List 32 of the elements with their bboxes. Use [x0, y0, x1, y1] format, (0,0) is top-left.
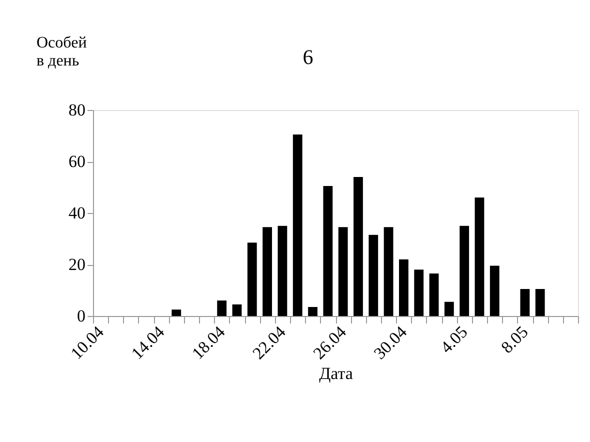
bar: [384, 227, 394, 316]
y-tick-label: 80: [68, 100, 86, 120]
bar: [172, 310, 182, 316]
y-tick-label: 20: [68, 255, 86, 274]
bar: [262, 227, 272, 316]
bar: [292, 134, 302, 316]
bar: [338, 227, 348, 316]
bar: [520, 288, 530, 316]
bar: [308, 306, 318, 316]
y-tick-label: 40: [68, 204, 86, 222]
chart-title: 6: [302, 45, 314, 69]
y-tick-label: 0: [77, 306, 86, 326]
bar: [399, 259, 408, 316]
bar: [217, 300, 227, 316]
bar: [368, 234, 378, 316]
bar: [232, 304, 242, 316]
y-tick-label: 60: [68, 152, 86, 171]
x-axis-title: Дата: [319, 364, 354, 384]
x-tick-label: 8.05: [497, 322, 532, 357]
bar: [460, 226, 470, 316]
bar: [535, 288, 545, 316]
bar: [323, 186, 333, 316]
bar: [474, 198, 484, 316]
bar: [490, 266, 500, 316]
bar: [429, 274, 439, 316]
bar: [414, 270, 424, 316]
x-tick-label: 4.05: [436, 322, 472, 357]
bar: [354, 176, 363, 316]
bar: [247, 242, 257, 316]
bar: [278, 226, 288, 316]
bar: [444, 302, 454, 316]
y-axis-title: Особей в день: [36, 34, 88, 70]
